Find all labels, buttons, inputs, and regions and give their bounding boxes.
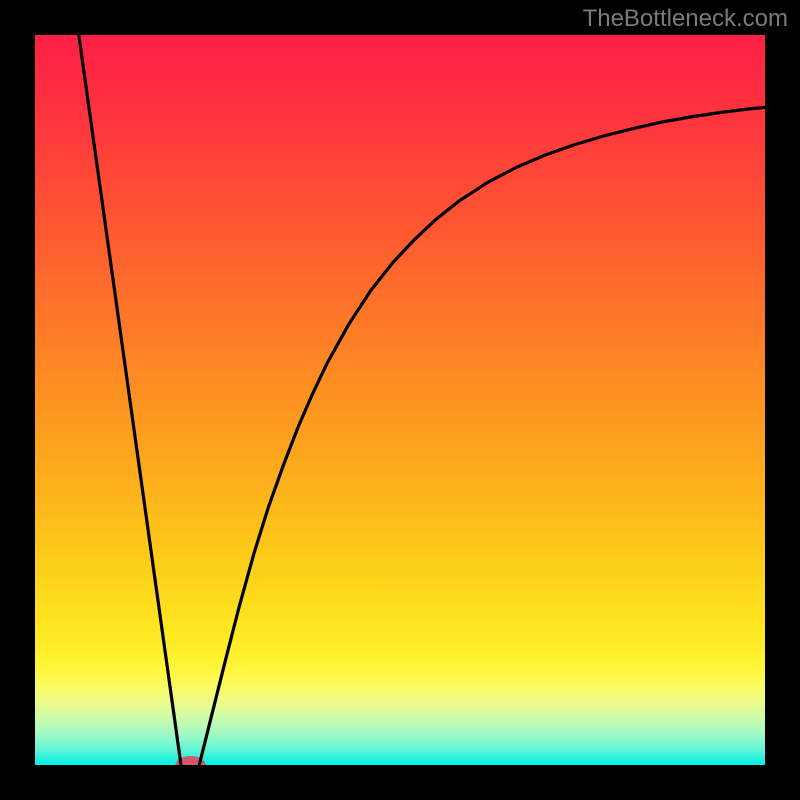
watermark-text: TheBottleneck.com <box>583 5 788 33</box>
bottleneck-chart: TheBottleneck.com <box>0 0 800 800</box>
chart-background <box>35 35 765 765</box>
chart-svg <box>0 0 800 800</box>
